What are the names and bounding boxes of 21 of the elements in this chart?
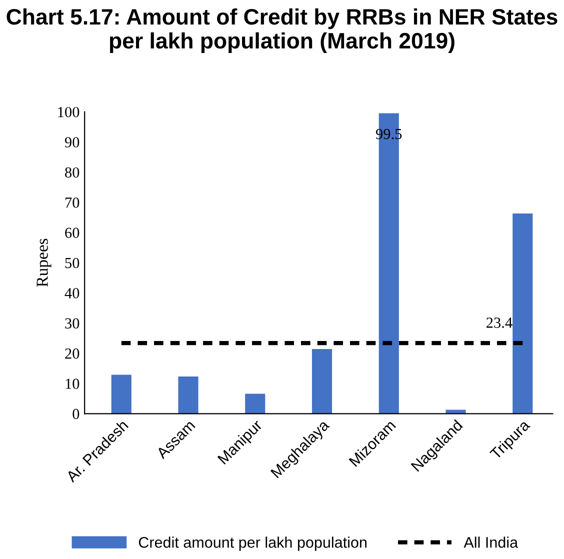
bar [111,374,132,414]
legend-label: Credit amount per lakh population [138,536,366,551]
data-label: 23.4 [486,318,512,328]
y-tick-label: 90 [64,137,80,148]
bar [245,394,266,414]
y-tick-label: 20 [65,348,80,359]
y-tick-label: 50 [65,258,80,268]
y-tick-label: 70 [65,198,80,208]
y-tick-label: 80 [65,167,80,178]
y-tick-label: 0 [72,408,80,420]
y-tick-label: 30 [65,318,80,329]
chart-title: Chart 5.17: Amount of Credit by RRBs in NER States per lakh population (March 2019) [6,8,558,54]
bar [178,376,198,414]
y-tick-label: 10 [66,378,80,389]
bar [512,214,533,414]
y-tick-label: 100 [58,106,80,118]
bar [312,349,332,414]
y-tick-label: 60 [65,228,80,238]
y-axis-title: Rupees [36,238,52,287]
legend-label: All India [464,536,518,548]
y-tick-label: 40 [64,288,80,298]
